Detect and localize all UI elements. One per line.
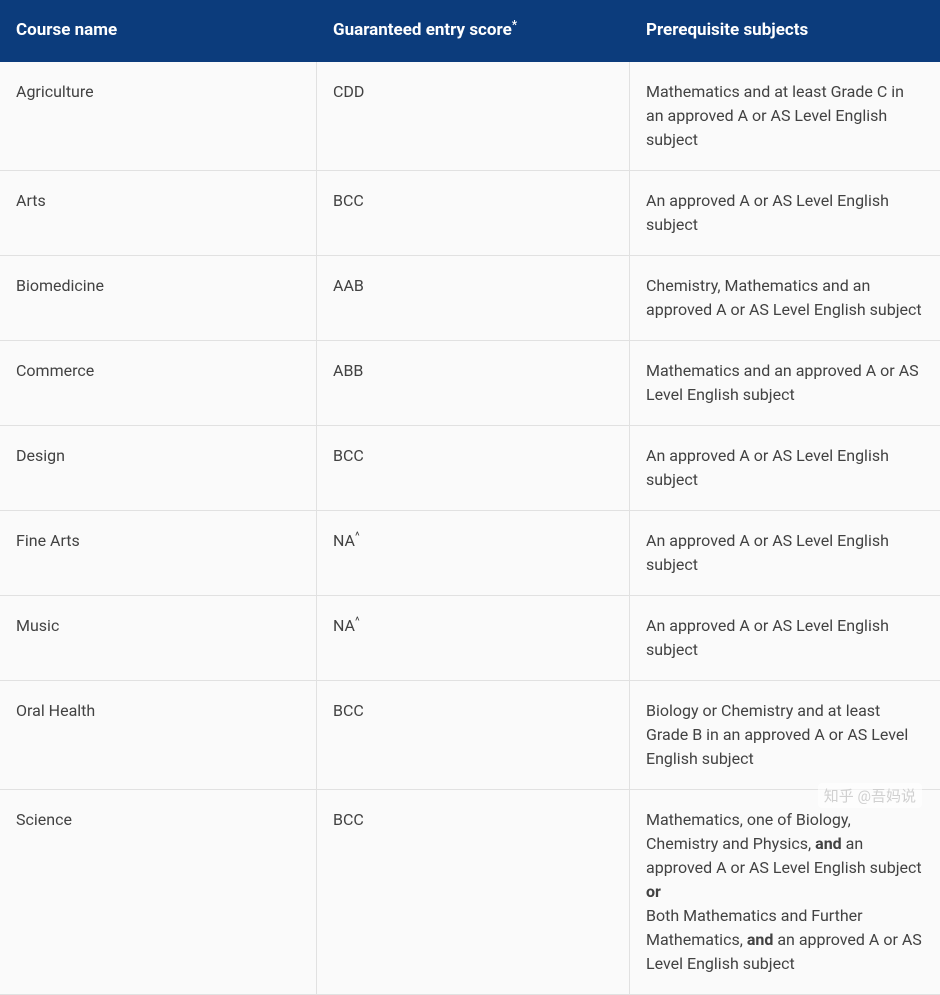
prerequisite-cell: Chemistry, Mathematics and an approved A…: [630, 256, 940, 340]
entry-score-text: BCC: [333, 191, 364, 210]
entry-score-cell: CDD: [317, 62, 630, 170]
table-row: Arts BCC An approved A or AS Level English…: [0, 171, 940, 256]
course-name-cell: Design: [0, 426, 317, 510]
course-name-cell: Arts: [0, 171, 317, 255]
prerequisite-line: An approved A or AS Level English subjec…: [646, 614, 924, 662]
course-name-cell: Music: [0, 596, 317, 680]
prerequisite-cell: An approved A or AS Level English subjec…: [630, 171, 940, 255]
header-entry-score-sup: *: [512, 17, 517, 31]
prerequisite-bold: or: [646, 882, 661, 901]
entry-score-sup: ^: [355, 614, 360, 627]
table-row: Biomedicine AAB Chemistry, Mathematics and…: [0, 256, 940, 341]
prerequisite-line: Chemistry, Mathematics and an approved A…: [646, 274, 924, 322]
header-prerequisite-subjects: Prerequisite subjects: [630, 0, 940, 62]
course-name-cell: Biomedicine: [0, 256, 317, 340]
entry-score-cell: ABB: [317, 341, 630, 425]
prerequisite-line: Mathematics, one of Biology, Chemistry a…: [646, 808, 924, 880]
entry-score-text: BCC: [333, 446, 364, 465]
entry-score-text: BCC: [333, 701, 364, 720]
course-name-cell: Commerce: [0, 341, 317, 425]
entry-score-cell: BCC: [317, 171, 630, 255]
course-name-cell: Oral Health: [0, 681, 317, 789]
table-row: Agriculture CDD Mathematics and at least G…: [0, 62, 940, 171]
header-course-name: Course name: [0, 0, 317, 62]
prerequisite-line: Mathematics and at least Grade C in an a…: [646, 80, 924, 152]
prerequisite-cell: Biology or Chemistry and at least Grade …: [630, 681, 940, 789]
table-row: MusicNA^An approved A or AS Level Englis…: [0, 596, 940, 681]
prerequisite-cell: An approved A or AS Level English subjec…: [630, 511, 940, 595]
table-row: Fine ArtsNA^An approved A or AS Level En…: [0, 511, 940, 596]
table-header-row: Course name Guaranteed entry score* Prer…: [0, 0, 940, 62]
header-entry-score: Guaranteed entry score*: [317, 0, 630, 62]
prerequisite-line: An approved A or AS Level English subjec…: [646, 444, 924, 492]
prerequisite-line: Mathematics and an approved A or AS Leve…: [646, 359, 924, 407]
prerequisite-line: or: [646, 880, 924, 904]
course-name-cell: Agriculture: [0, 62, 317, 170]
prerequisite-bold: and: [747, 930, 774, 949]
prerequisite-line: An approved A or AS Level English subjec…: [646, 529, 924, 577]
prerequisite-cell: Mathematics, one of Biology, Chemistry a…: [630, 790, 940, 994]
prerequisite-bold: and: [815, 834, 842, 853]
prerequisite-line: An approved A or AS Level English subjec…: [646, 189, 924, 237]
header-entry-score-text: Guaranteed entry score: [333, 20, 512, 40]
entry-score-text: NA: [333, 616, 355, 635]
entry-score-text: NA: [333, 531, 355, 550]
prerequisite-cell: Mathematics and an approved A or AS Leve…: [630, 341, 940, 425]
prerequisite-cell: An approved A or AS Level English subjec…: [630, 596, 940, 680]
entry-requirements-table: Course name Guaranteed entry score* Prer…: [0, 0, 940, 995]
entry-score-text: ABB: [333, 361, 363, 380]
entry-score-text: AAB: [333, 276, 364, 295]
entry-score-sup: ^: [355, 529, 360, 542]
entry-score-cell: BCC: [317, 426, 630, 510]
table-row: ScienceBCCMathematics, one of Biology, C…: [0, 790, 940, 995]
entry-score-cell: AAB: [317, 256, 630, 340]
prerequisite-line: Biology or Chemistry and at least Grade …: [646, 699, 924, 771]
course-name-cell: Science: [0, 790, 317, 994]
entry-score-cell: BCC: [317, 681, 630, 789]
table-row: Design BCC An approved A or AS Level Engli…: [0, 426, 940, 511]
entry-score-cell: BCC: [317, 790, 630, 994]
entry-score-cell: NA^: [317, 596, 630, 680]
prerequisite-line: Both Mathematics and Further Mathematics…: [646, 904, 924, 976]
course-name-cell: Fine Arts: [0, 511, 317, 595]
table-row: Commerce ABB Mathematics and an approved A…: [0, 341, 940, 426]
entry-score-cell: NA^: [317, 511, 630, 595]
entry-score-text: CDD: [333, 82, 364, 101]
table-row: Oral Health BCC Biology or Chemistry and a…: [0, 681, 940, 790]
prerequisite-cell: Mathematics and at least Grade C in an a…: [630, 62, 940, 170]
table-body: Agriculture CDD Mathematics and at least G…: [0, 62, 940, 995]
prerequisite-cell: An approved A or AS Level English subjec…: [630, 426, 940, 510]
